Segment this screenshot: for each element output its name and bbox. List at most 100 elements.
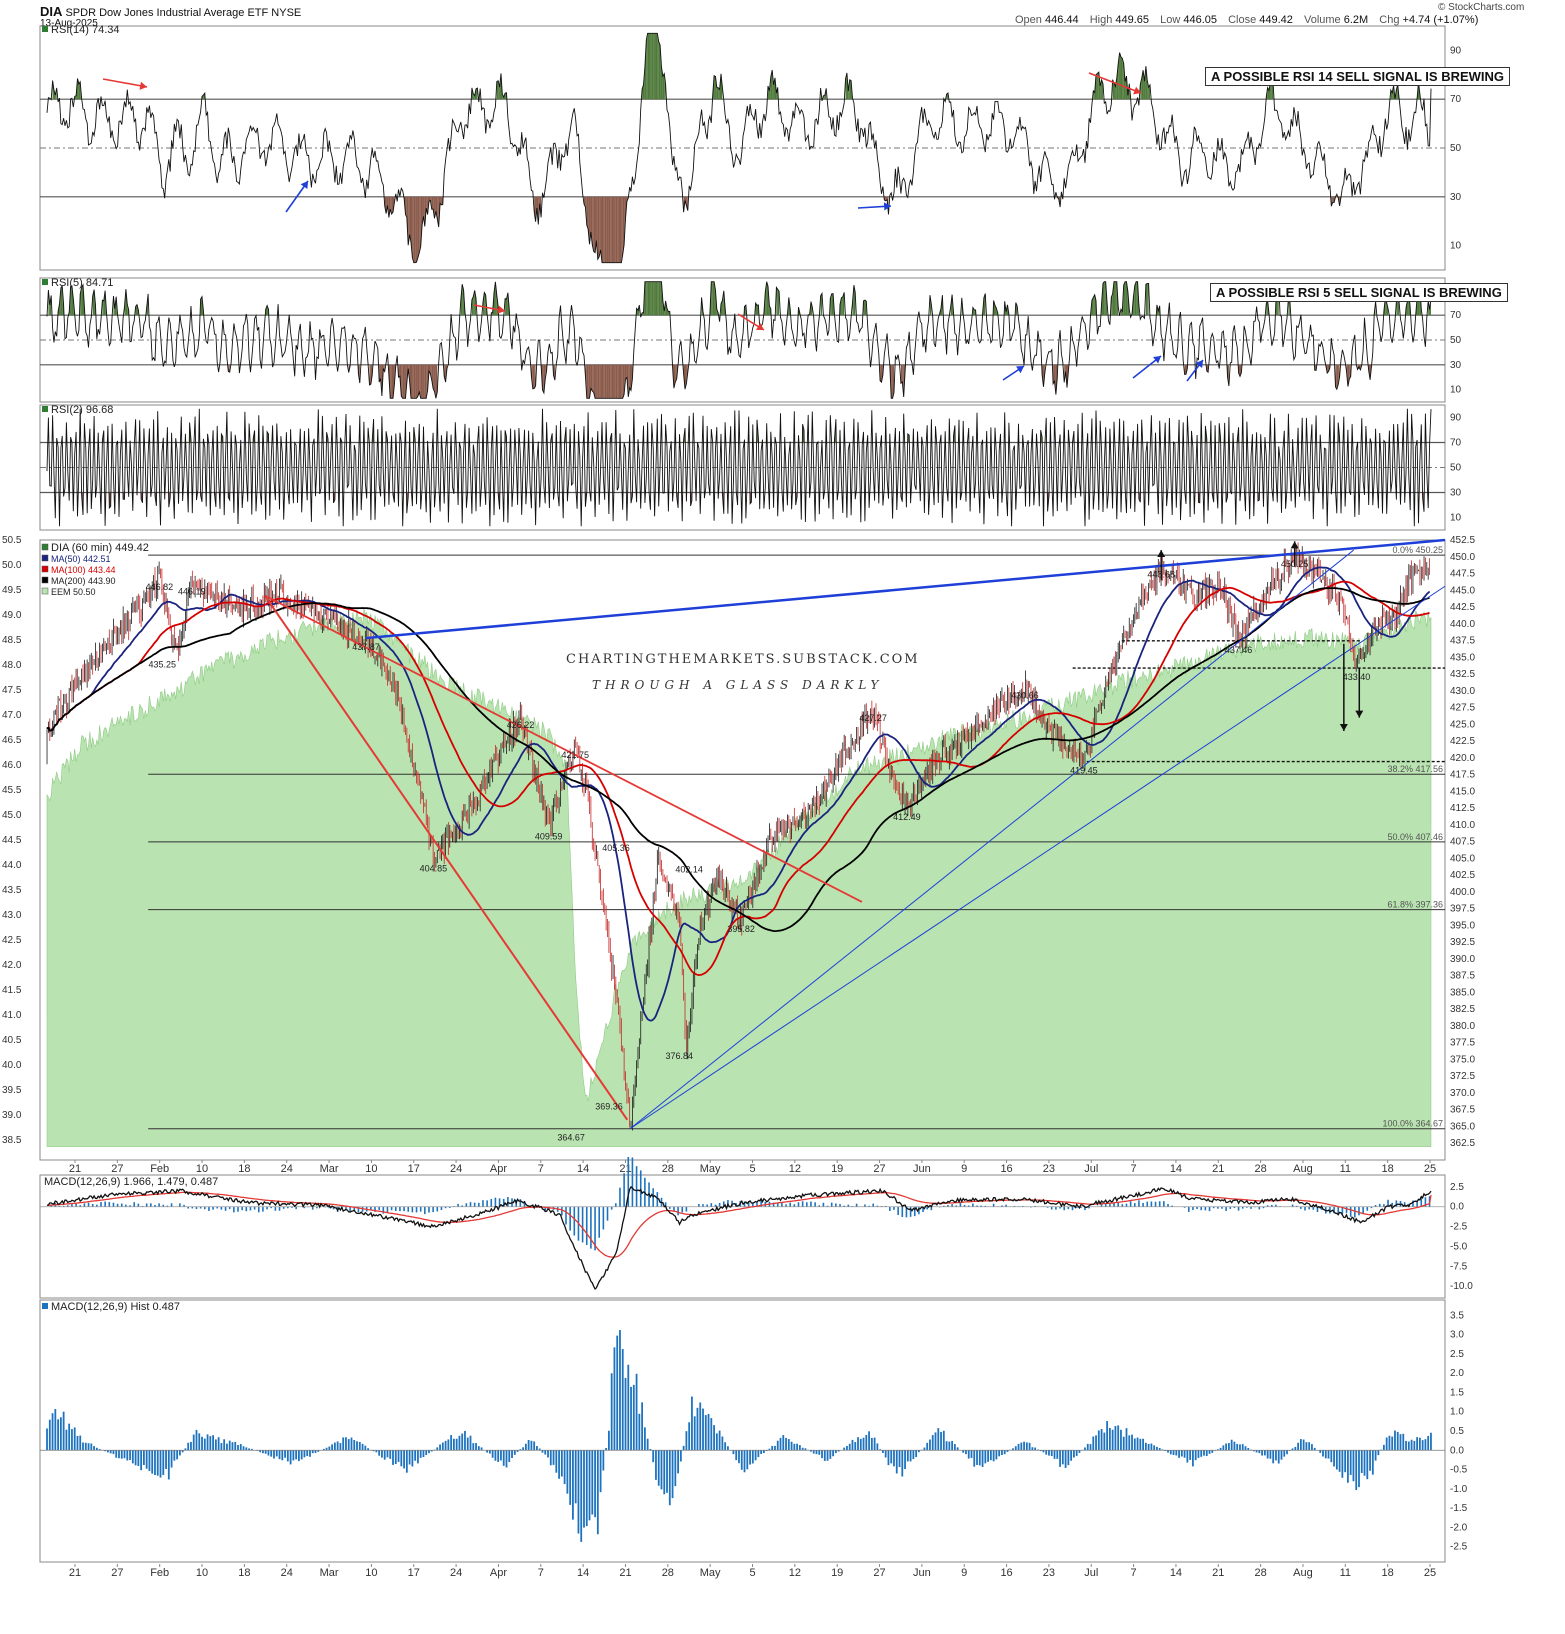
rsi-overbought-fill <box>1133 285 1135 316</box>
rsi5-annotation: A POSSIBLE RSI 5 SELL SIGNAL IS BREWING <box>1210 283 1508 302</box>
eem-axis-tick: 46.5 <box>2 735 22 746</box>
rsi-oversold-fill <box>424 364 427 399</box>
low-value: 446.05 <box>1183 14 1218 26</box>
price-pivot-label: 421.75 <box>562 750 590 760</box>
rsi-oversold-fill <box>621 196 623 263</box>
rsi-line <box>46 32 1432 264</box>
rsi-oversold-fill <box>417 196 420 258</box>
rsi-oversold-fill <box>601 364 604 399</box>
breakout-arrow-head <box>1157 550 1166 558</box>
rsi-overbought-fill <box>714 75 716 100</box>
hist-axis-tick: -0.5 <box>1450 1465 1468 1476</box>
rsi-overbought-fill <box>1112 281 1115 316</box>
rsi-axis-tick: 10 <box>1450 385 1462 396</box>
price-axis-tick: 375.0 <box>1450 1054 1475 1065</box>
rsi-overbought-fill <box>983 293 986 316</box>
hist-axis-tick: 1.5 <box>1450 1387 1464 1398</box>
date-axis-label: 5 <box>749 1163 755 1175</box>
rsi5-bullish-divergence-arrow-head <box>1153 356 1161 364</box>
price-axis-tick: 450.0 <box>1450 552 1475 563</box>
date-axis-label: 9 <box>961 1163 967 1175</box>
rsi-axis-tick: 70 <box>1450 310 1462 321</box>
date-axis-label: May <box>700 1163 721 1175</box>
rsi-oversold-fill <box>1336 364 1339 390</box>
rsi-overbought-fill <box>1125 281 1127 316</box>
rsi-line <box>46 408 1432 527</box>
rsi-title: RSI(14) 74.34 <box>51 24 119 36</box>
date-axis-label: 27 <box>111 1163 123 1175</box>
rsi-overbought-fill <box>1123 281 1126 316</box>
rsi-overbought-fill <box>1120 56 1123 100</box>
rsi-overbought-fill <box>766 281 769 316</box>
rsi-oversold-fill <box>600 364 602 399</box>
rsi-overbought-fill <box>647 281 650 316</box>
macd-axis-tick: -7.5 <box>1450 1261 1468 1272</box>
rsi-title: RSI(5) 84.71 <box>51 277 113 289</box>
bottom-date-axis-label: 5 <box>749 1567 755 1579</box>
price-axis-tick: 432.5 <box>1450 669 1475 680</box>
eem-axis-tick: 46.0 <box>2 760 22 771</box>
price-axis-tick: 430.0 <box>1450 686 1475 697</box>
rsi-overbought-fill <box>102 300 104 316</box>
rsi-overbought-fill <box>722 290 724 316</box>
chart-date: 13-Aug-2025 <box>40 18 98 29</box>
price-axis-tick: 407.5 <box>1450 837 1475 848</box>
date-axis-label: 17 <box>408 1163 420 1175</box>
price-pivot-label: 419.45 <box>1070 766 1098 776</box>
rsi-overbought-fill <box>1119 52 1121 100</box>
bottom-date-axis-label: 21 <box>69 1567 81 1579</box>
bottom-date-axis-label: Jun <box>913 1567 931 1579</box>
legend-swatch <box>41 543 49 551</box>
date-axis-label: 24 <box>281 1163 293 1175</box>
hist-axis-tick: 1.0 <box>1450 1407 1464 1418</box>
legend-swatch <box>41 565 49 573</box>
eem-axis-tick: 42.5 <box>2 935 22 946</box>
rsi-overbought-fill <box>1097 72 1099 100</box>
rsi-overbought-fill <box>776 287 778 316</box>
rsi-oversold-fill <box>426 196 428 215</box>
rsi-oversold-fill <box>391 196 394 214</box>
date-axis-label: 28 <box>1255 1163 1267 1175</box>
bottom-date-axis-label: 10 <box>196 1567 208 1579</box>
rsi-oversold-fill <box>618 196 620 263</box>
price-axis-tick: 445.0 <box>1450 585 1475 596</box>
price-pivot-label: 446.19 <box>178 586 206 596</box>
rsi-oversold-fill <box>614 196 616 263</box>
bottom-date-axis-label: 14 <box>1170 1567 1182 1579</box>
legend-entry: MA(200) 443.90 <box>51 576 116 586</box>
price-axis-tick: 447.5 <box>1450 569 1475 580</box>
fib-label: 61.8% 397.36 <box>1387 900 1443 910</box>
rsi-overbought-fill <box>653 281 655 316</box>
date-axis-label: 24 <box>450 1163 462 1175</box>
rsi-oversold-fill <box>613 364 615 399</box>
rsi-oversold-fill <box>228 364 230 373</box>
rsi-oversold-fill <box>393 364 395 399</box>
rsi-oversold-fill <box>617 196 619 263</box>
bottom-date-axis-label: 7 <box>538 1567 544 1579</box>
rsi14-bullish-divergence-arrow-head <box>883 202 891 211</box>
rsi-overbought-fill <box>756 304 759 316</box>
date-axis-label: 16 <box>1000 1163 1012 1175</box>
rsi-oversold-fill <box>415 364 417 399</box>
rsi-axis-tick: 70 <box>1450 438 1462 449</box>
rsi-oversold-fill <box>416 364 418 399</box>
rsi-oversold-fill <box>440 196 442 205</box>
rsi-overbought-fill <box>1136 281 1138 316</box>
rsi-oversold-fill <box>390 364 392 399</box>
date-axis-label: Jun <box>913 1163 931 1175</box>
symbol: DIA <box>40 4 63 19</box>
chg-value: +4.74 (+1.07%) <box>1402 14 1479 26</box>
rsi-oversold-fill <box>408 196 410 246</box>
eem-axis-tick: 40.0 <box>2 1060 22 1071</box>
price-axis-tick: 420.0 <box>1450 753 1475 764</box>
bottom-date-axis-label: 7 <box>1131 1567 1137 1579</box>
rsi-oversold-fill <box>398 364 400 378</box>
rsi14-bearish-divergence-arrow <box>102 78 148 88</box>
price-axis-tick: 412.5 <box>1450 803 1475 814</box>
rsi-overbought-fill <box>660 281 662 316</box>
rsi-overbought-fill <box>650 281 652 316</box>
hist-axis-tick: 0.5 <box>1450 1426 1464 1437</box>
breakout-arrow-2-head <box>1290 541 1299 549</box>
price-pivot-label: 437.87 <box>352 642 380 652</box>
rsi-overbought-fill <box>651 33 654 100</box>
